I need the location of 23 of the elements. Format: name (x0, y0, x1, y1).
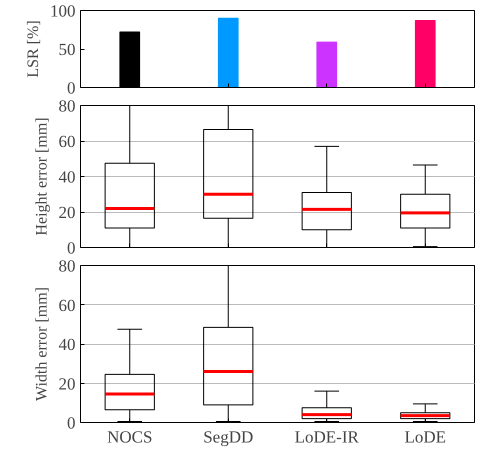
bar (414, 20, 436, 88)
y-tick-label: 40 (58, 168, 76, 186)
bar (316, 42, 338, 88)
y-tick-label: 100 (50, 2, 76, 20)
y-tick-label: 20 (58, 374, 76, 394)
x-tick-label: NOCS (107, 428, 152, 446)
x-tick-label: SegDD (203, 428, 254, 446)
y-tick-label: 0 (67, 414, 76, 432)
bar (218, 18, 239, 88)
x-tick-label: LoDE-IR (294, 428, 360, 446)
y-tick-label: 60 (58, 296, 76, 315)
x-tick-label: LoDE (404, 428, 446, 446)
y-axis-title: LSR [%] (25, 20, 42, 78)
y-tick-label: 40 (58, 335, 76, 354)
y-axis-title: Width error [mm] (34, 287, 50, 401)
y-axis-title: Height error [mm] (34, 117, 50, 236)
y-tick-label: 80 (58, 256, 76, 276)
y-tick-label: 50 (58, 40, 76, 59)
y-tick-label: 20 (58, 203, 76, 222)
y-tick-label: 60 (58, 132, 76, 151)
y-tick-label: 0 (67, 238, 76, 258)
y-tick-label: 80 (58, 96, 76, 116)
y-tick-label: 0 (67, 78, 76, 98)
